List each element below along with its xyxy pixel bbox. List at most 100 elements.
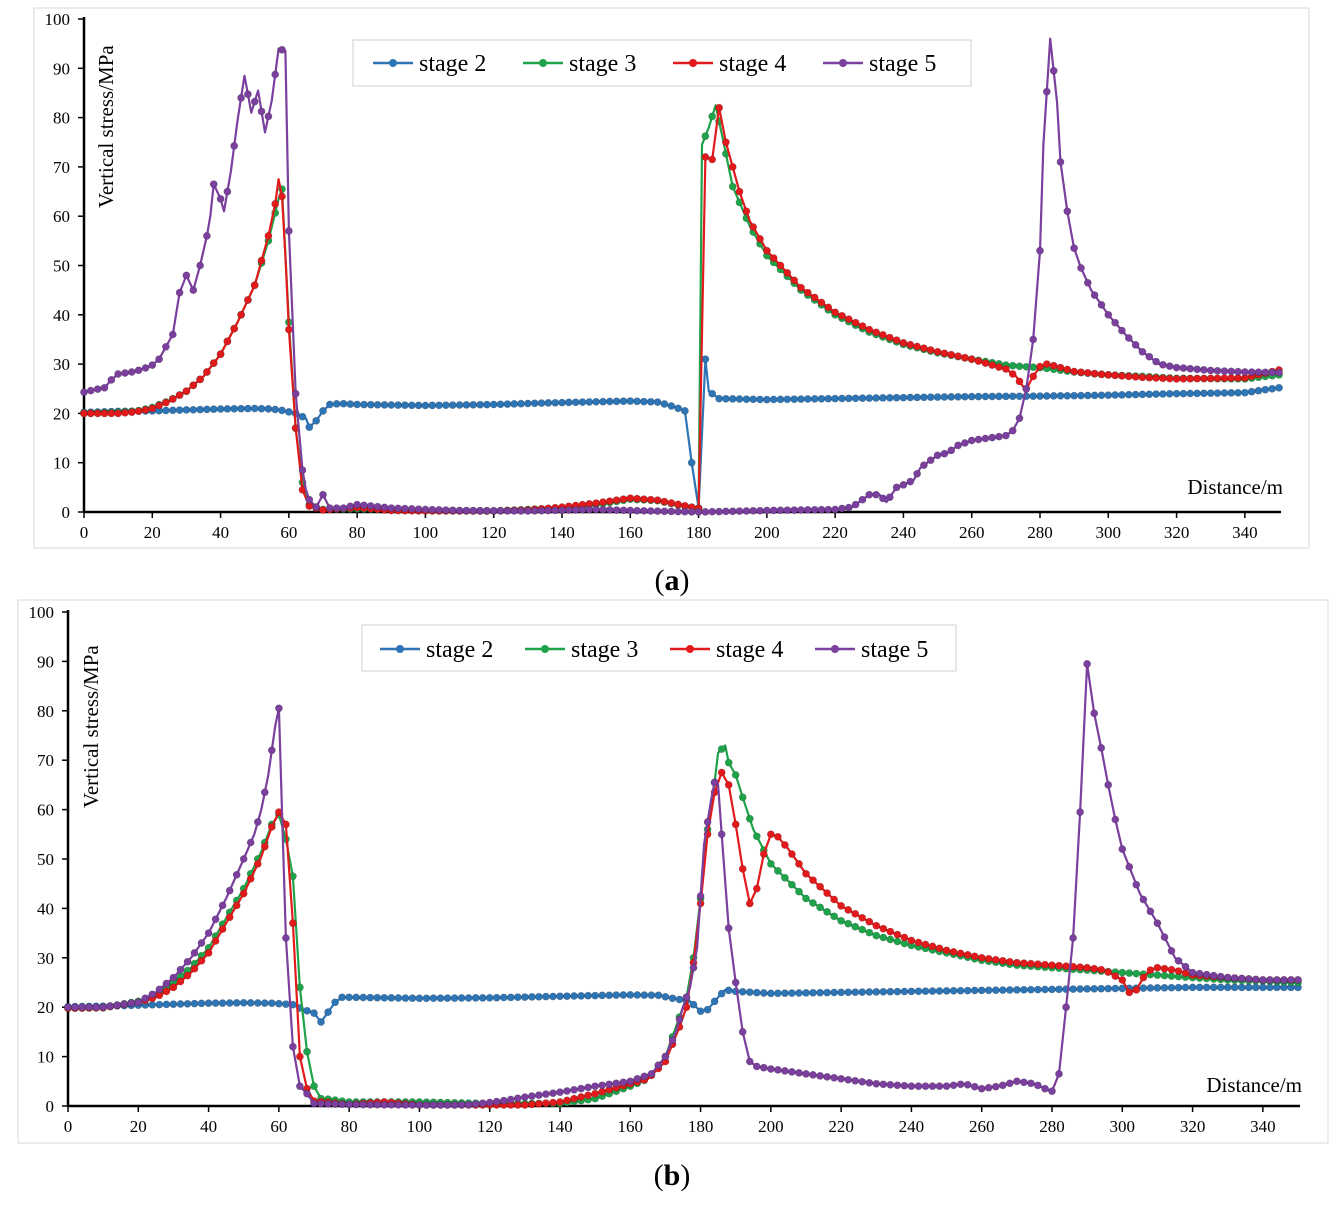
panel-a-point-stage-5 <box>626 506 635 515</box>
panel-a-point-stage-2 <box>1138 390 1147 399</box>
panel-a-point-stage-5 <box>284 227 293 235</box>
panel-b-legend-item-stage-2: stage 2 <box>380 637 493 663</box>
panel-b-point-stage-4 <box>570 1094 578 1103</box>
panel-b-point-stage-2 <box>1237 983 1246 992</box>
panel-b-point-stage-5 <box>1062 1003 1070 1012</box>
panel-b-point-stage-5 <box>436 1101 445 1109</box>
panel-b-point-stage-4 <box>851 909 860 918</box>
panel-a-point-stage-4 <box>93 409 102 418</box>
panel-a-point-stage-2 <box>571 398 580 407</box>
panel-a-point-stage-5 <box>209 180 218 189</box>
panel-b-point-stage-2 <box>963 986 972 995</box>
panel-a-point-stage-4 <box>1063 365 1072 374</box>
panel-b-point-stage-3 <box>872 931 881 940</box>
panel-a-point-stage-4 <box>967 355 976 364</box>
panel-a-point-stage-2 <box>230 404 239 413</box>
panel-b-point-stage-4 <box>1132 986 1141 994</box>
panel-b-point-stage-5 <box>366 1100 375 1109</box>
panel-b-point-stage-3 <box>310 1082 318 1091</box>
panel-b-point-stage-2 <box>956 986 965 995</box>
panel-b-point-stage-5 <box>211 915 220 924</box>
panel-a-point-stage-5 <box>428 505 437 514</box>
panel-b-point-stage-5 <box>577 1084 585 1093</box>
panel-b-point-stage-2 <box>422 994 431 1003</box>
panel-a-point-stage-4 <box>831 308 839 317</box>
panel-b-point-stage-5 <box>506 1095 515 1104</box>
panel-b-point-stage-2 <box>183 999 192 1008</box>
panel-a-point-stage-2 <box>1179 389 1188 398</box>
panel-b-point-stage-2 <box>513 993 522 1002</box>
panel-b-point-stage-2 <box>1195 983 1204 992</box>
panel-b-point-stage-4 <box>717 768 726 777</box>
panel-a-point-stage-5 <box>817 505 826 514</box>
panel-b-point-stage-2 <box>499 993 508 1002</box>
panel-b-x-axis-title: Distance/m <box>1206 1073 1302 1097</box>
panel-a-point-stage-5 <box>155 355 163 364</box>
panel-b-point-stage-5 <box>710 778 719 787</box>
panel-a-point-stage-5 <box>1247 368 1256 376</box>
panel-b-point-stage-2 <box>675 995 684 1004</box>
panel-a-point-stage-5 <box>1179 364 1188 372</box>
panel-b-point-stage-2 <box>788 989 796 997</box>
panel-a-point-stage-2 <box>237 404 245 413</box>
panel-b-point-stage-2 <box>528 993 536 1001</box>
panel-b-point-stage-2 <box>155 1000 164 1009</box>
panel-b-point-stage-5 <box>232 870 241 879</box>
panel-a-point-stage-2 <box>1213 389 1222 397</box>
panel-a-point-stage-5 <box>421 505 430 514</box>
panel-b-x-tick-label: 180 <box>688 1117 714 1136</box>
panel-a-x-tick-label: 300 <box>1096 523 1122 542</box>
panel-b-point-stage-2 <box>626 991 635 999</box>
panel-a-point-stage-2 <box>1077 391 1085 400</box>
panel-a-point-stage-2 <box>435 401 443 410</box>
panel-a-point-stage-2 <box>209 405 218 414</box>
panel-a-point-stage-5 <box>1220 367 1229 375</box>
panel-a-point-stage-2 <box>1172 389 1181 398</box>
panel-a-point-stage-5 <box>394 504 402 513</box>
panel-b-point-stage-4 <box>1118 976 1127 984</box>
panel-b-point-stage-5 <box>886 1080 895 1089</box>
panel-b-point-stage-2 <box>907 987 916 996</box>
panel-a-point-stage-4 <box>749 223 758 231</box>
panel-b-point-stage-5 <box>197 939 206 947</box>
panel-b-point-stage-2 <box>809 988 817 997</box>
panel-a-point-stage-2 <box>1268 384 1277 393</box>
panel-a-point-stage-5 <box>1213 366 1222 375</box>
panel-a-point-stage-5 <box>1206 366 1215 375</box>
panel-a-point-stage-2 <box>455 401 464 409</box>
panel-a-point-stage-2 <box>544 398 553 407</box>
panel-a-point-stage-2 <box>305 423 314 432</box>
panel-a-point-stage-5 <box>681 507 689 516</box>
panel-b-point-stage-2 <box>668 994 677 1003</box>
panel-a-point-stage-4 <box>278 192 286 201</box>
panel-a-line-stage-2 <box>83 358 1280 510</box>
panel-b-point-stage-4 <box>949 948 958 956</box>
panel-a-point-stage-5 <box>1138 347 1147 356</box>
panel-a-point-stage-2 <box>216 405 225 413</box>
panel-a-point-stage-5 <box>954 441 962 450</box>
panel-a-point-stage-5 <box>646 507 655 515</box>
panel-a-point-stage-2 <box>797 395 805 403</box>
panel-b-point-stage-5 <box>359 1100 368 1109</box>
panel-a-point-stage-5 <box>161 342 170 351</box>
panel-a-point-stage-5 <box>967 436 976 445</box>
panel-b-label: (b) <box>654 1159 691 1192</box>
panel-b-point-stage-4 <box>218 925 227 933</box>
panel-a-point-stage-5 <box>530 506 539 515</box>
panel-a-point-stage-4 <box>940 349 949 358</box>
panel-a-point-stage-4 <box>1206 374 1215 383</box>
panel-a-point-stage-4 <box>838 311 846 320</box>
panel-b-point-stage-2 <box>633 991 642 999</box>
panel-b-point-stage-2 <box>1139 984 1148 992</box>
panel-a-point-stage-2 <box>756 395 764 404</box>
panel-b-point-stage-5 <box>499 1096 508 1105</box>
panel-b-point-stage-5 <box>1160 933 1169 941</box>
panel-a-point-stage-2 <box>1261 385 1270 394</box>
panel-a-point-stage-4 <box>612 496 621 505</box>
panel-a-point-stage-4 <box>1118 371 1126 380</box>
panel-a-point-stage-5 <box>1200 365 1208 374</box>
panel-a-x-tick-label: 120 <box>481 523 507 542</box>
panel-b-point-stage-4 <box>788 850 796 858</box>
panel-b-point-stage-4 <box>183 971 192 980</box>
panel-a-point-stage-5 <box>80 388 88 397</box>
